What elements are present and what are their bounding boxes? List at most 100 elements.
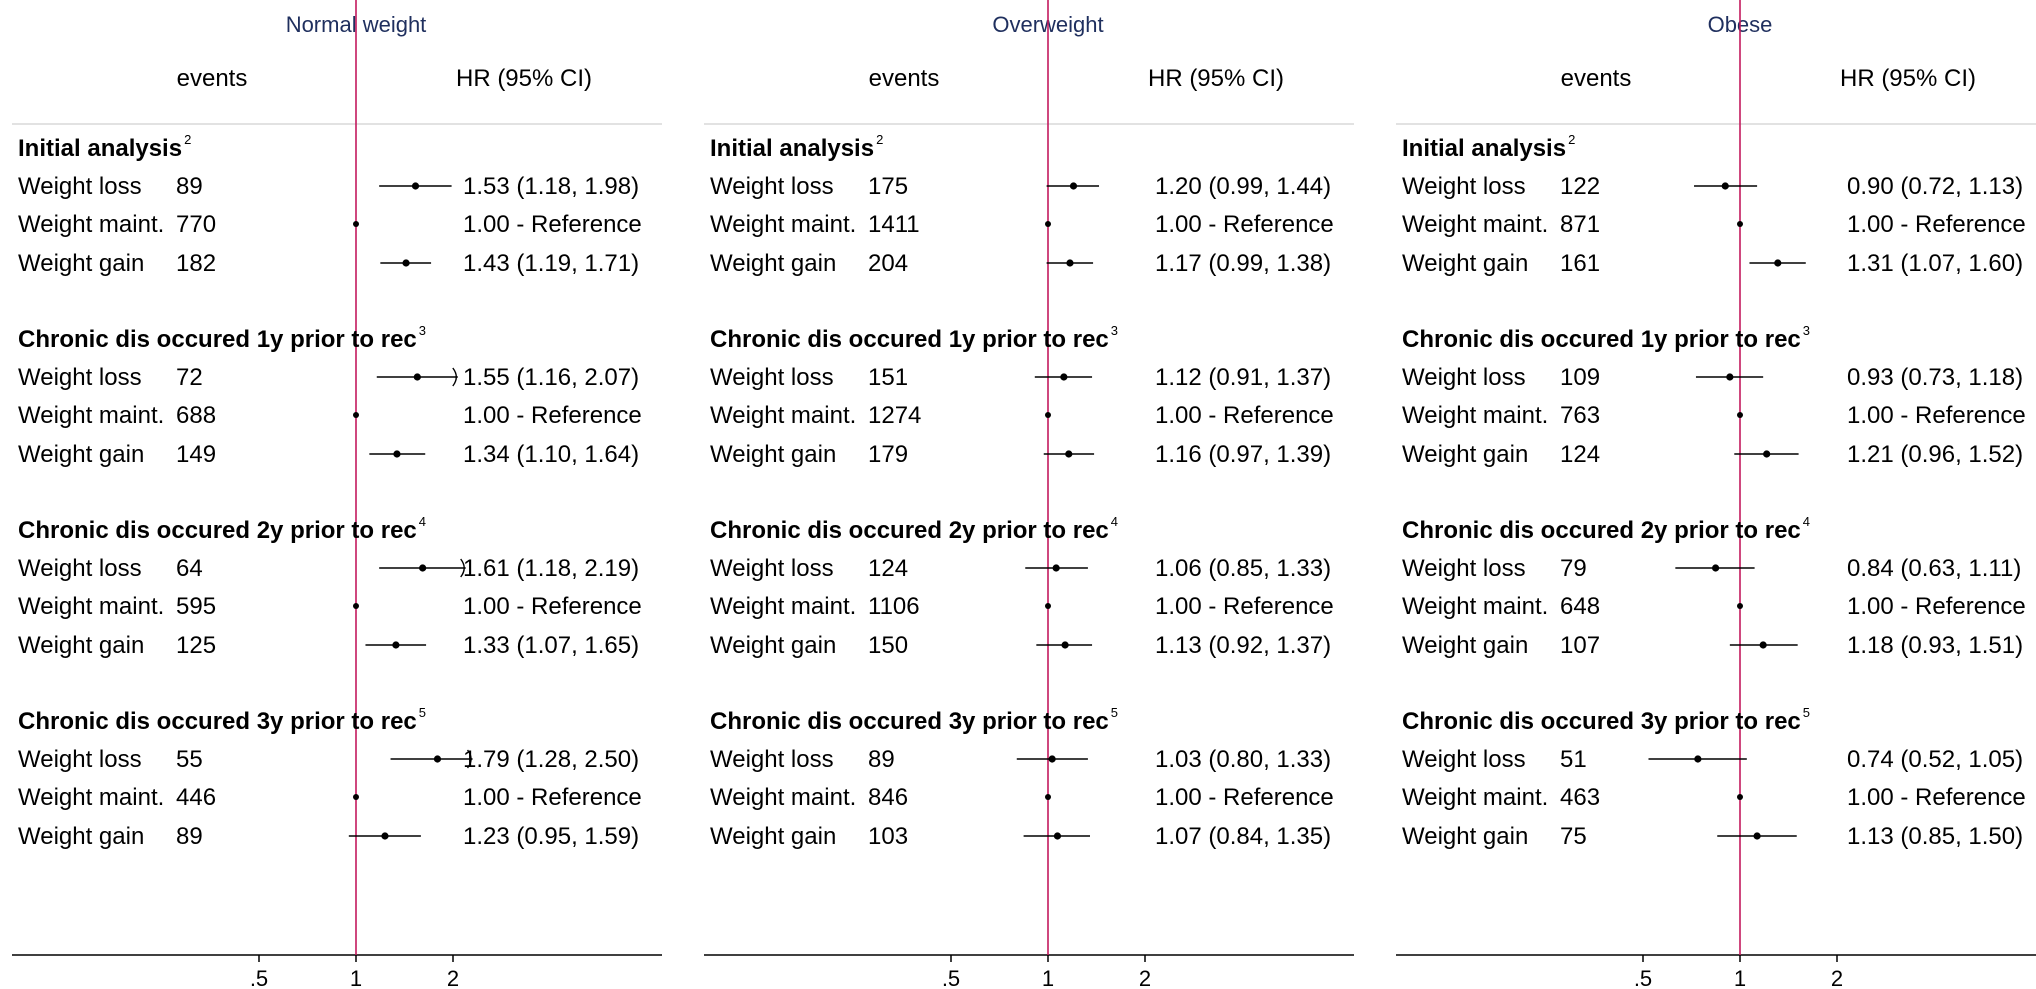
hr-value: 1.79 (1.28, 2.50) <box>463 746 639 773</box>
hr-value: 1.55 (1.16, 2.07) <box>463 364 639 391</box>
table-row: Weight gain 204 1.17 (0.99, 1.38) <box>710 250 1331 277</box>
events-value: 151 <box>868 364 908 391</box>
hr-point <box>353 412 359 418</box>
group-footnote-mark: 3 <box>1111 323 1118 338</box>
table-row: Weight maint. 1106 1.00 - Reference <box>710 593 1334 620</box>
row-label: Weight gain <box>18 632 144 659</box>
group-heading: Chronic dis occured 1y prior to rec 3 <box>18 323 426 353</box>
hr-point <box>1048 755 1056 763</box>
hr-value: 1.00 - Reference <box>463 402 642 429</box>
table-row: Weight gain 149 1.34 (1.10, 1.64) <box>18 441 639 468</box>
row-label: Weight loss <box>1402 555 1526 582</box>
group-footnote-mark: 4 <box>1803 514 1810 529</box>
hr-point <box>419 564 427 572</box>
events-value: 770 <box>176 211 216 238</box>
row-label: Weight maint. <box>18 593 164 620</box>
table-row: Weight loss 109 0.93 (0.73, 1.18) <box>1402 364 2023 391</box>
hr-point <box>1721 182 1729 190</box>
hr-point <box>1061 641 1069 649</box>
group-footnote-mark: 3 <box>1803 323 1810 338</box>
table-row: Weight loss 124 1.06 (0.85, 1.33) <box>710 555 1331 582</box>
events-value: 103 <box>868 823 908 850</box>
row-label: Weight gain <box>710 441 836 468</box>
hr-point <box>381 832 389 840</box>
hr-point <box>1045 603 1051 609</box>
hr-value: 0.74 (0.52, 1.05) <box>1847 746 2023 773</box>
x-tick-label: 2 <box>1139 966 1151 989</box>
row-label: Weight loss <box>710 746 834 773</box>
hr-value: 1.00 - Reference <box>463 593 642 620</box>
hr-value: 1.06 (0.85, 1.33) <box>1155 555 1331 582</box>
hr-value: 1.61 (1.18, 2.19) <box>463 555 639 582</box>
hr-value: 1.00 - Reference <box>463 211 642 238</box>
table-row: Weight maint. 463 1.00 - Reference <box>1402 784 2026 811</box>
hr-value: 1.00 - Reference <box>1847 402 2026 429</box>
events-value: 763 <box>1560 402 1600 429</box>
group-heading: Chronic dis occured 2y prior to rec 4 <box>710 514 1118 544</box>
table-row: Weight loss 72 1.55 (1.16, 2.07) <box>18 364 639 391</box>
hr-point <box>393 450 401 458</box>
row-label: Weight maint. <box>1402 784 1548 811</box>
hr-value: 1.13 (0.92, 1.37) <box>1155 632 1331 659</box>
group-footnote-mark: 5 <box>1111 705 1118 720</box>
group-heading: Chronic dis occured 3y prior to rec 5 <box>18 705 426 735</box>
row-label: Weight maint. <box>1402 402 1548 429</box>
row-label: Weight maint. <box>18 784 164 811</box>
table-row: Weight gain 125 1.33 (1.07, 1.65) <box>18 632 639 659</box>
row-label: Weight gain <box>1402 441 1528 468</box>
events-column-header: events <box>869 65 940 92</box>
group-heading: Chronic dis occured 1y prior to rec 3 <box>710 323 1118 353</box>
events-value: 122 <box>1560 173 1600 200</box>
table-row: Weight maint. 688 1.00 - Reference <box>18 402 642 429</box>
group-footnote-mark: 3 <box>419 323 426 338</box>
row-label: Weight maint. <box>710 211 856 238</box>
table-row: Weight loss 175 1.20 (0.99, 1.44) <box>710 173 1331 200</box>
table-row: Weight gain 124 1.21 (0.96, 1.52) <box>1402 441 2023 468</box>
table-row: Weight gain 103 1.07 (0.84, 1.35) <box>710 823 1331 850</box>
hr-point <box>1759 641 1767 649</box>
group-footnote-mark: 4 <box>419 514 426 529</box>
events-value: 89 <box>176 173 203 200</box>
group-heading: Chronic dis occured 1y prior to rec 3 <box>1402 323 1810 353</box>
hr-value: 1.17 (0.99, 1.38) <box>1155 250 1331 277</box>
hr-point <box>413 373 421 381</box>
row-label: Weight loss <box>18 364 142 391</box>
hr-point <box>1045 221 1051 227</box>
table-row: Weight loss 51 0.74 (0.52, 1.05) <box>1402 746 2023 773</box>
hr-point <box>1774 259 1782 267</box>
row-label: Weight maint. <box>710 784 856 811</box>
row-label: Weight loss <box>18 746 142 773</box>
events-value: 72 <box>176 364 203 391</box>
table-row: Weight loss 89 1.03 (0.80, 1.33) <box>710 746 1331 773</box>
row-label: Weight loss <box>710 364 834 391</box>
x-tick-label: .5 <box>942 966 960 989</box>
row-label: Weight maint. <box>1402 593 1548 620</box>
table-row: Weight gain 107 1.18 (0.93, 1.51) <box>1402 632 2023 659</box>
group-footnote-mark: 2 <box>1568 132 1575 147</box>
row-label: Weight gain <box>1402 632 1528 659</box>
row-label: Weight loss <box>18 173 142 200</box>
table-row: Weight maint. 648 1.00 - Reference <box>1402 593 2026 620</box>
hr-point <box>1045 794 1051 800</box>
hr-value: 0.84 (0.63, 1.11) <box>1847 555 2021 582</box>
hr-point <box>1065 450 1073 458</box>
hr-value: 1.12 (0.91, 1.37) <box>1155 364 1331 391</box>
x-tick-label: 1 <box>1042 966 1054 989</box>
events-value: 463 <box>1560 784 1600 811</box>
hr-point <box>1066 259 1074 267</box>
hr-value: 1.13 (0.85, 1.50) <box>1847 823 2023 850</box>
group-footnote-mark: 2 <box>876 132 883 147</box>
group-heading: Chronic dis occured 2y prior to rec 4 <box>18 514 426 544</box>
hr-value: 1.53 (1.18, 1.98) <box>463 173 639 200</box>
events-value: 688 <box>176 402 216 429</box>
hr-column-header: HR (95% CI) <box>1840 65 1976 92</box>
row-label: Weight gain <box>710 250 836 277</box>
table-row: Weight loss 79 0.84 (0.63, 1.11) <box>1402 555 2021 582</box>
hr-point <box>433 755 442 763</box>
row-label: Weight loss <box>710 173 834 200</box>
table-row: Weight maint. 446 1.00 - Reference <box>18 784 642 811</box>
hr-value: 1.16 (0.97, 1.39) <box>1155 441 1331 468</box>
row-label: Weight loss <box>1402 746 1526 773</box>
